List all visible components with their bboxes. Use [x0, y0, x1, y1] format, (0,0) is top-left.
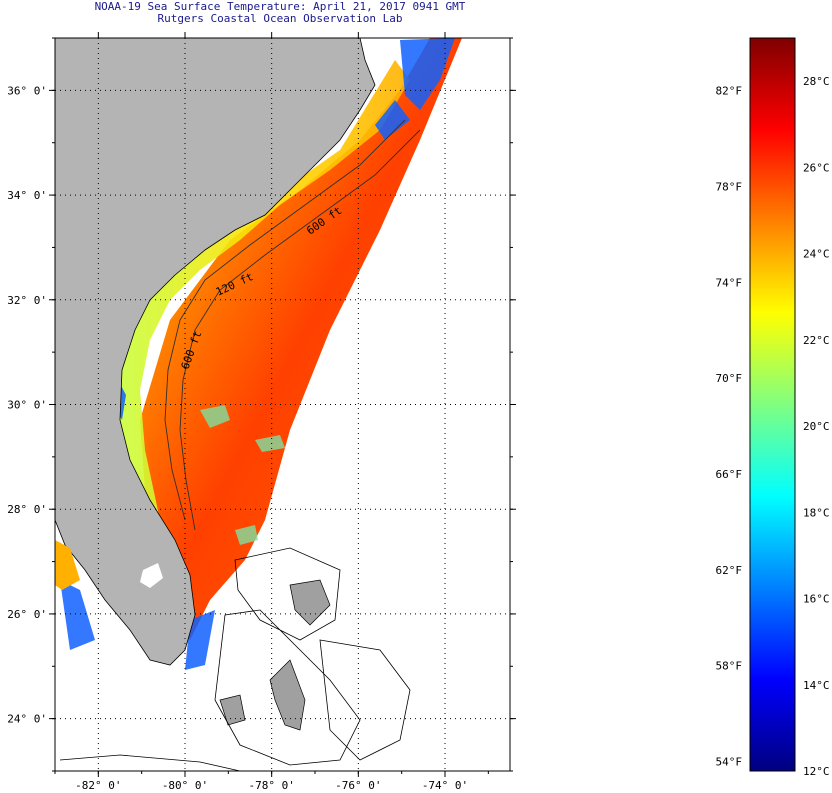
lon-tick-label: -76° 0' — [335, 779, 381, 792]
colorbar-f-label: 78°F — [716, 181, 743, 194]
cuba-coast — [59, 754, 241, 771]
colorbar-f-label: 82°F — [716, 85, 743, 98]
bank-contours — [214, 547, 411, 766]
graticule — [55, 38, 510, 771]
colorbar-f-label: 66°F — [716, 468, 743, 481]
lat-tick-label: 26° 0' — [7, 608, 47, 621]
colorbar-f-label: 62°F — [716, 564, 743, 577]
lat-tick-label: 36° 0' — [7, 84, 47, 97]
lat-tick-label: 24° 0' — [7, 713, 47, 726]
sst-swath — [140, 38, 462, 640]
colorbar-c-label: 24°C — [803, 248, 830, 261]
lon-tick-label: -74° 0' — [422, 779, 468, 792]
colorbar-c-label: 26°C — [803, 161, 830, 174]
bahamas-islands — [219, 579, 331, 731]
colorbar-c-label: 20°C — [803, 420, 830, 433]
lat-tick-label: 34° 0' — [7, 189, 47, 202]
colorbar-c-label: 18°C — [803, 506, 830, 519]
latitude-labels: 36° 0' 34° 0' 32° 0' 30° 0' 28° 0' 26° 0' 24° … — [7, 84, 47, 725]
colorbar-c-label: 16°C — [803, 593, 830, 606]
map-title: NOAA-19 Sea Surface Temperature: April 2… — [94, 0, 466, 13]
isobath-120ft — [164, 119, 406, 521]
lon-tick-label: -80° 0' — [162, 779, 208, 792]
colorbar-f-label: 58°F — [716, 660, 743, 673]
map-content: 120 ft 600 ft 600 ft — [55, 38, 510, 771]
sst-cool-patches — [200, 405, 285, 545]
colorbar — [749, 37, 796, 772]
axis-ticks — [49, 32, 516, 777]
colorbar-c-label: 28°C — [803, 75, 830, 88]
colorbar-c-label: 22°C — [803, 334, 830, 347]
colorbar-fahrenheit-labels: 82°F 78°F 74°F 70°F 66°F 62°F 58°F 54°F — [716, 85, 743, 769]
longitude-labels: -82° 0' -80° 0' -78° 0' -76° 0' -74° 0' — [75, 779, 468, 792]
lake — [140, 563, 163, 588]
isobath-600ft — [179, 129, 421, 531]
colorbar-f-label: 70°F — [716, 372, 743, 385]
lat-tick-label: 28° 0' — [7, 503, 47, 516]
lat-tick-label: 32° 0' — [7, 294, 47, 307]
map-subtitle: Rutgers Coastal Ocean Observation Lab — [157, 12, 403, 25]
colorbar-f-label: 74°F — [716, 276, 743, 289]
lon-tick-label: -82° 0' — [75, 779, 121, 792]
colorbar-c-label: 12°C — [803, 765, 830, 778]
lon-tick-label: -78° 0' — [248, 779, 294, 792]
colorbar-celsius-labels: 28°C 26°C 24°C 22°C 20°C 18°C 16°C 14°C 12°C — [803, 75, 830, 778]
colorbar-f-label: 54°F — [716, 755, 743, 768]
sst-cold-nearshore — [60, 38, 455, 670]
lat-tick-label: 30° 0' — [7, 399, 47, 412]
gulf-sst — [55, 540, 80, 590]
colorbar-c-label: 14°C — [803, 679, 830, 692]
